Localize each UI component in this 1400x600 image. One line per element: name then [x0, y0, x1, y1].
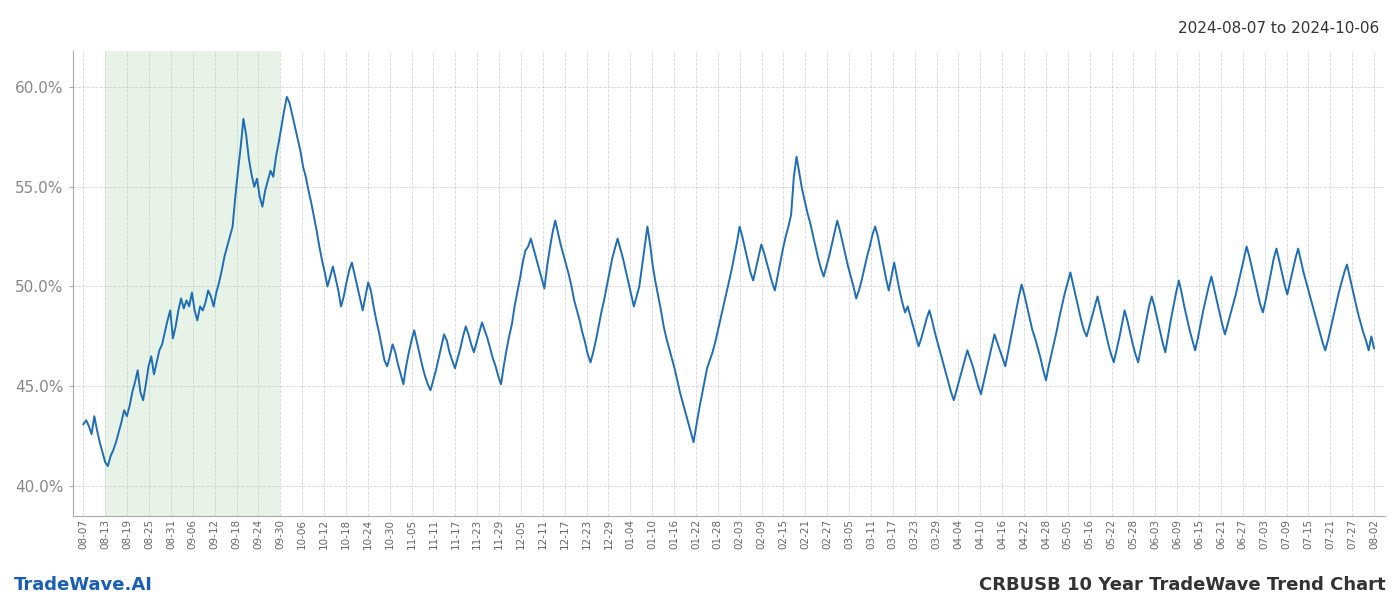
Text: TradeWave.AI: TradeWave.AI [14, 576, 153, 594]
Text: 2024-08-07 to 2024-10-06: 2024-08-07 to 2024-10-06 [1177, 21, 1379, 36]
Bar [105, 51, 280, 516]
Text: CRBUSB 10 Year TradeWave Trend Chart: CRBUSB 10 Year TradeWave Trend Chart [980, 576, 1386, 594]
